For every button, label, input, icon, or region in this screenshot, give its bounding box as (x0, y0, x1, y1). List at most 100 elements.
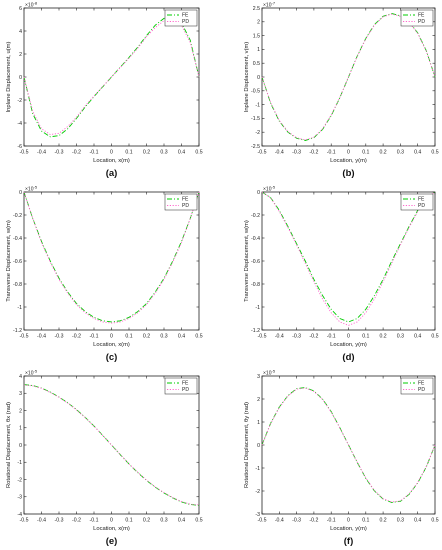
x-tick-label: -0.3 (292, 150, 301, 156)
y-tick-label: 3 (19, 391, 22, 397)
x-tick-label: 0 (110, 518, 113, 524)
x-ticks: -0.5 -0.4 -0.3 -0.2 -0.1 0 0.1 0.2 0.3 0.4 0.5 (258, 376, 439, 524)
y-tick-label: -0.8 (251, 282, 260, 288)
x-tick-label: -0.1 (327, 334, 336, 340)
y-scale-factor: ×10-5 (263, 185, 276, 193)
panel-label: (d) (342, 352, 354, 363)
x-tick-label: -0.5 (20, 518, 29, 524)
y-tick-label: -0.2 (251, 213, 260, 219)
x-axis-label: Location, y(m) (330, 158, 367, 164)
x-tick-label: 0.4 (178, 334, 185, 340)
x-tick-label: 0 (347, 150, 350, 156)
series-line-pd (23, 191, 200, 324)
legend-label-fe: FE (418, 197, 425, 203)
series-line-pd (23, 19, 200, 135)
legend-label-pd: PD (182, 19, 189, 25)
y-tick-label: -2 (255, 489, 260, 495)
x-tick-label: 0.1 (125, 150, 132, 156)
x-tick-label: -0.4 (275, 150, 284, 156)
x-axis-label: Location, x(m) (93, 158, 130, 164)
y-ticks: -2.5 -2 -1.5 -1 -0.5 0 0.5 1 1.5 2 2.5 (251, 6, 435, 150)
plot-area (261, 191, 436, 331)
x-tick-label: 0.1 (125, 518, 132, 524)
y-scale-factor: ×10-5 (263, 369, 276, 377)
y-tick-label: -0.4 (13, 236, 22, 242)
y-tick-label: -2 (17, 98, 22, 104)
x-tick-label: -0.2 (72, 518, 81, 524)
y-tick-label: 1 (257, 420, 260, 426)
y-tick-label: 2 (19, 408, 22, 414)
y-axis-label: Inplane Displacement, v(m) (244, 42, 250, 113)
y-tick-label: 4 (19, 29, 22, 35)
y-scale-factor: ×10-5 (25, 369, 38, 377)
x-axis-label: Location, x(m) (93, 342, 130, 348)
x-tick-label: -0.5 (20, 334, 29, 340)
x-tick-label: 0.1 (362, 518, 369, 524)
y-tick-label: -0.4 (251, 236, 260, 242)
panel-label: (b) (342, 168, 354, 179)
legend-label-fe: FE (418, 381, 425, 387)
y-tick-label: 2 (19, 52, 22, 58)
x-tick-label: 0.4 (414, 150, 421, 156)
y-tick-label: -6 (17, 144, 22, 150)
plot-area (23, 375, 200, 515)
x-tick-label: 0.3 (397, 518, 404, 524)
x-tick-label: -0.5 (258, 334, 267, 340)
y-scale-factor: ×10-5 (25, 185, 38, 193)
x-tick-label: 0.1 (362, 334, 369, 340)
series-line-pd (261, 387, 436, 503)
series-line-fe (23, 384, 200, 506)
x-tick-label: -0.2 (72, 150, 81, 156)
x-tick-label: 0.3 (160, 150, 167, 156)
x-tick-label: 0.4 (414, 334, 421, 340)
legend-label-pd: PD (182, 203, 189, 209)
legend-label-pd: PD (182, 387, 189, 393)
x-tick-label: -0.3 (292, 334, 301, 340)
x-tick-label: -0.1 (90, 150, 99, 156)
x-tick-label: -0.1 (90, 334, 99, 340)
x-tick-label: 0 (110, 150, 113, 156)
y-ticks: -1.2 -1 -0.8 -0.6 -0.4 -0.2 0 (13, 190, 199, 334)
series-line-pd (23, 384, 200, 506)
y-scale-factor: ×10-7 (263, 1, 276, 9)
y-ticks: -6 -4 -2 0 2 4 6 (17, 6, 199, 150)
y-axis-label: Transverse Displacement, w(m) (6, 220, 12, 302)
x-axis-label: Location, x(m) (93, 526, 130, 532)
x-tick-label: 0.2 (379, 518, 386, 524)
x-tick-label: -0.3 (292, 518, 301, 524)
x-tick-label: 0.5 (195, 150, 202, 156)
chart-panel-3: -0.5 -0.4 -0.3 -0.2 -0.1 0 0.1 0.2 0.3 0.4 0.5-1.2… (6, 185, 203, 364)
y-tick-label: 0 (19, 443, 22, 449)
y-ticks: -3 -2 -1 0 1 2 3 (255, 374, 435, 518)
x-tick-label: 0.5 (431, 518, 438, 524)
y-scale-exponent: -7 (271, 1, 275, 6)
y-tick-label: 4 (19, 374, 22, 380)
y-axis-label: Transverse Displacement, w(m) (244, 220, 250, 302)
legend-box (400, 193, 434, 211)
x-tick-label: -0.4 (275, 518, 284, 524)
y-tick-label: -4 (17, 512, 22, 518)
y-tick-label: -0.6 (251, 259, 260, 265)
y-tick-label: -0.8 (13, 282, 22, 288)
legend-label-pd: PD (418, 203, 425, 209)
y-scale-factor: ×10-8 (25, 1, 38, 9)
x-tick-label: -0.3 (55, 334, 64, 340)
y-tick-label: -4 (17, 121, 22, 127)
y-tick-label: -1 (255, 466, 260, 472)
x-tick-label: 0.2 (143, 334, 150, 340)
legend-box (164, 193, 198, 211)
legend-box (164, 9, 198, 27)
panel-label: (c) (106, 352, 118, 363)
x-axis-label: Location, y(m) (330, 342, 367, 348)
x-tick-label: 0.1 (125, 334, 132, 340)
x-tick-label: 0.2 (379, 150, 386, 156)
y-tick-label: 6 (19, 6, 22, 12)
legend-box (164, 377, 198, 395)
y-scale-exponent: -8 (33, 1, 37, 6)
chart-panel-1: -0.5 -0.4 -0.3 -0.2 -0.1 0 0.1 0.2 0.3 0.4 0.5 -6 -4… (6, 1, 203, 180)
series-line-fe (261, 191, 436, 323)
